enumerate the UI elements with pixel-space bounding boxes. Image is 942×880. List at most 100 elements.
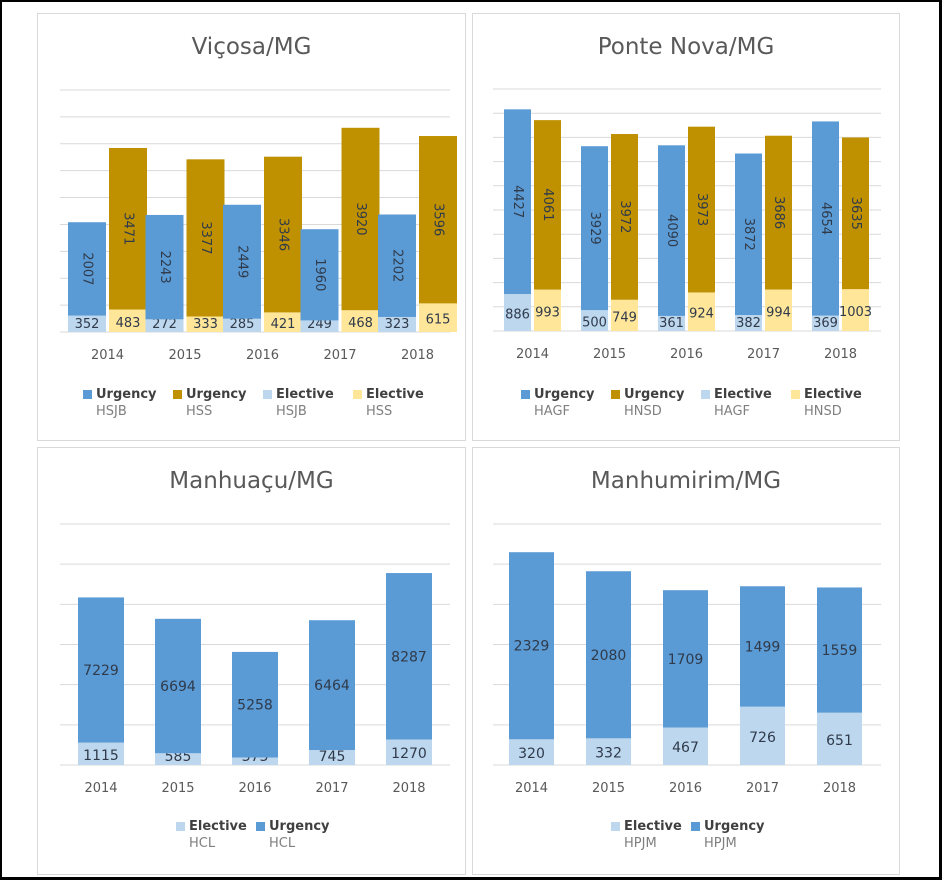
x-tick-label: 2017 xyxy=(747,347,780,362)
data-label: 3635 xyxy=(848,197,863,230)
data-label: 3686 xyxy=(771,196,786,229)
x-tick-label: 2014 xyxy=(515,781,548,796)
x-tick-label: 2017 xyxy=(746,781,779,796)
data-label: 285 xyxy=(230,317,255,332)
bar-urgency-hagf-2015 xyxy=(581,146,608,311)
bar-elective-hsjb-2017 xyxy=(300,320,339,332)
bar-urgency-hsjb-2016 xyxy=(223,204,261,319)
bar-urgency-hcl-2014 xyxy=(78,597,124,743)
legend-sublabel: HPJM xyxy=(704,836,737,851)
legend-swatch xyxy=(521,390,530,399)
bar-urgency-hpjm-2018 xyxy=(817,587,862,713)
data-label: 333 xyxy=(193,317,218,332)
bar-elective-hpjm-2015 xyxy=(586,738,631,765)
legend-label: Urgency xyxy=(534,387,595,402)
data-label: 924 xyxy=(689,307,714,322)
data-label: 1003 xyxy=(839,305,872,320)
bar-urgency-hagf-2018 xyxy=(812,121,839,316)
bar-elective-hagf-2015 xyxy=(581,310,608,331)
x-tick-label: 2016 xyxy=(670,347,703,362)
chart-title: Manhumirim/MG xyxy=(590,468,782,494)
legend-item: Elective HCL xyxy=(176,818,256,852)
x-tick-label: 2015 xyxy=(168,348,201,363)
x-tick-label: 2017 xyxy=(315,781,348,796)
data-label: 369 xyxy=(813,316,838,331)
x-tick-label: 2015 xyxy=(161,781,194,796)
bar-elective-hagf-2018 xyxy=(812,315,839,331)
data-label: 3972 xyxy=(617,200,632,233)
data-label: 320 xyxy=(518,746,545,762)
bar-elective-hsjb-2015 xyxy=(145,319,184,332)
data-label: 467 xyxy=(672,740,699,756)
data-label: 1499 xyxy=(745,639,781,655)
bar-urgency-hnsd-2015 xyxy=(611,134,638,300)
chart-plot-manhuacu: 1115722920145856694201537352582016745646… xyxy=(60,523,450,796)
bar-elective-hnsd-2016 xyxy=(688,292,715,331)
legend-swatch xyxy=(176,822,185,831)
bar-elective-hcl-2017 xyxy=(309,750,355,765)
x-tick-label: 2018 xyxy=(823,781,856,796)
data-label: 382 xyxy=(736,316,761,331)
data-label: 5258 xyxy=(237,698,273,714)
chart-panel-vicosa: Viçosa/MG 352 2007 483 3471 2014 272 2243 333 33… xyxy=(37,13,466,441)
data-label: 421 xyxy=(271,317,296,332)
x-tick-label: 2016 xyxy=(246,348,279,363)
x-tick-label: 2014 xyxy=(91,348,124,363)
chart-title: Viçosa/MG xyxy=(191,34,312,60)
bar-urgency-hnsd-2016 xyxy=(688,126,715,293)
bar-elective-hss-2016 xyxy=(264,312,302,332)
bar-elective-hcl-2015 xyxy=(155,753,201,765)
legend-swatch xyxy=(691,822,700,831)
legend-sublabel: HNSD xyxy=(624,404,662,419)
data-label: 8287 xyxy=(391,649,427,665)
data-label: 3929 xyxy=(587,212,602,245)
legend-item: Elective HSJB xyxy=(263,386,353,420)
bar-elective-hcl-2018 xyxy=(386,739,432,765)
data-label: 6694 xyxy=(160,679,196,695)
bar-urgency-hcl-2016 xyxy=(232,651,278,758)
bar-urgency-hagf-2014 xyxy=(504,109,531,295)
data-label: 886 xyxy=(505,308,530,323)
data-label: 323 xyxy=(385,317,410,332)
legend-item: Elective HSS xyxy=(353,386,443,420)
legend-item: Urgency HSS xyxy=(173,386,263,420)
bar-urgency-hcl-2018 xyxy=(386,573,432,740)
chart-plot-vicosa: 352 2007 483 3471 2014 272 2243 333 3377 2015 285 2… xyxy=(60,89,457,363)
chart-legend: Elective HPJM Urgency HPJM xyxy=(611,818,771,852)
bar-urgency-hss-2015 xyxy=(186,159,225,317)
data-label: 3872 xyxy=(741,218,756,251)
data-label: 2080 xyxy=(591,648,627,664)
bar-elective-hcl-2016 xyxy=(232,757,278,765)
data-label: 361 xyxy=(659,316,684,331)
data-label: 272 xyxy=(152,317,177,332)
data-label: 483 xyxy=(116,316,141,331)
data-label: 4427 xyxy=(510,185,525,218)
bar-urgency-hss-2014 xyxy=(109,147,147,310)
legend-item: Urgency HNSD xyxy=(611,386,701,420)
legend-label: Elective xyxy=(624,819,682,834)
data-label: 2449 xyxy=(235,245,250,278)
legend-item: Urgency HSJB xyxy=(83,386,173,420)
chart-legend: Urgency HAGF Urgency HNSD Elective HAGF Electi… xyxy=(521,386,881,420)
data-label: 500 xyxy=(582,316,607,331)
bar-elective-hagf-2017 xyxy=(735,315,762,331)
data-label: 4090 xyxy=(664,214,679,247)
data-label: 6464 xyxy=(314,678,350,694)
bar-urgency-hcl-2015 xyxy=(155,618,201,754)
bar-elective-hss-2018 xyxy=(419,303,457,332)
bar-elective-hpjm-2017 xyxy=(740,706,785,765)
legend-label: Elective xyxy=(276,387,334,402)
bar-urgency-hss-2017 xyxy=(341,127,380,311)
legend-sublabel: HAGF xyxy=(714,404,750,419)
legend-label: Urgency xyxy=(186,387,247,402)
bar-urgency-hnsd-2017 xyxy=(765,135,792,290)
data-label: 1709 xyxy=(668,652,704,668)
legend-label: Elective xyxy=(189,819,247,834)
data-label: 3471 xyxy=(121,212,136,245)
bar-elective-hnsd-2017 xyxy=(765,289,792,331)
legend-label: Urgency xyxy=(96,387,157,402)
x-tick-label: 2015 xyxy=(593,347,626,362)
bar-urgency-hsjb-2014 xyxy=(68,222,106,316)
bar-urgency-hnsd-2018 xyxy=(842,137,869,290)
